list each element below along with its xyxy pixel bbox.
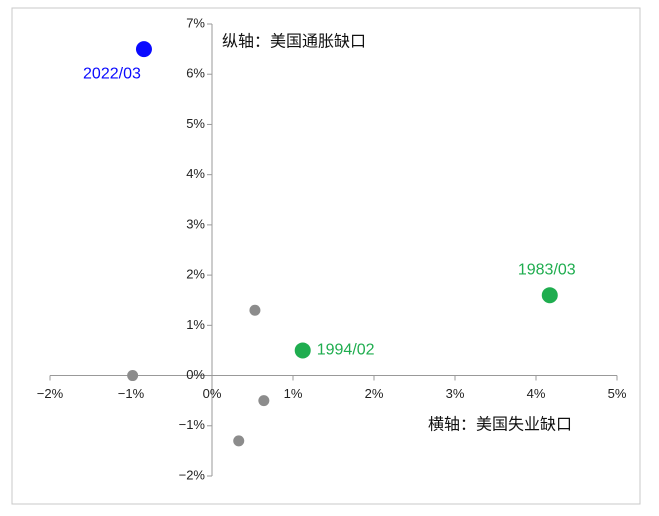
point xyxy=(294,342,311,359)
y-tick-label: 7% xyxy=(186,15,205,30)
y-tick-label: 5% xyxy=(186,116,205,131)
y-tick-label: 1% xyxy=(186,317,205,332)
point xyxy=(541,287,558,304)
y-tick-label: 6% xyxy=(186,66,205,81)
point-label: 2022/03 xyxy=(83,65,141,82)
x-tick-label: 1% xyxy=(284,386,303,401)
y-tick-label: 3% xyxy=(186,216,205,231)
point xyxy=(258,395,270,407)
x-tick-label: 4% xyxy=(527,386,546,401)
x-tick-label: −1% xyxy=(118,386,145,401)
x-tick-label: −2% xyxy=(37,386,64,401)
point xyxy=(127,370,139,382)
y-tick-label: −2% xyxy=(179,467,206,482)
x-tick-label: 5% xyxy=(608,386,627,401)
x-tick-label: 3% xyxy=(446,386,465,401)
x-tick-label: 2% xyxy=(365,386,384,401)
point-label: 1983/03 xyxy=(518,261,576,278)
point xyxy=(135,41,152,58)
y-tick-label: −1% xyxy=(179,417,206,432)
y-axis-label: 纵轴：美国通胀缺口 xyxy=(222,32,366,51)
y-tick-label: 2% xyxy=(186,267,205,282)
point-label: 1994/02 xyxy=(317,342,375,359)
x-axis-label: 横轴：美国失业缺口 xyxy=(428,415,572,434)
frame xyxy=(11,7,641,505)
y-tick-label: 0% xyxy=(186,367,205,382)
y-tick-label: 4% xyxy=(186,166,205,181)
x-tick-label: 0% xyxy=(203,386,222,401)
point xyxy=(233,435,245,447)
point xyxy=(249,304,261,316)
